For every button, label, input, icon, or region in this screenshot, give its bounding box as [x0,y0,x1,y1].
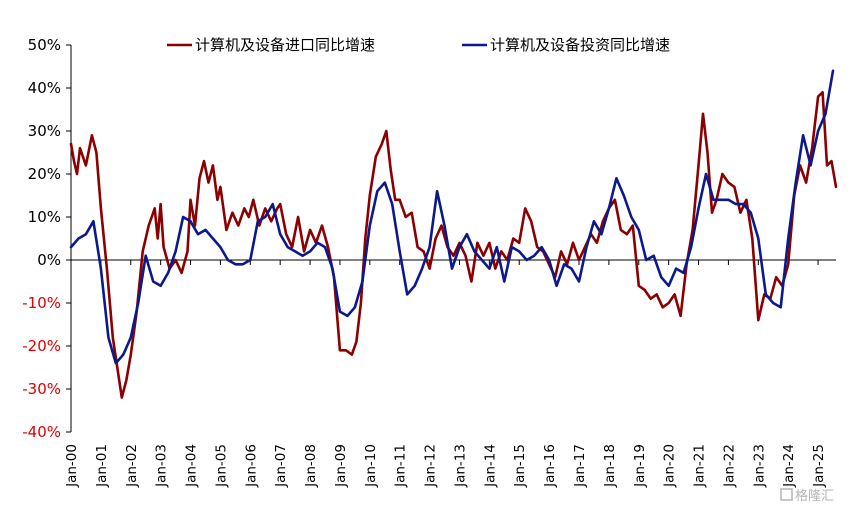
y-tick-label: 10% [28,208,61,226]
x-tick-label: Jan-25 [811,444,827,488]
x-tick-label: Jan-22 [721,444,737,488]
x-tick-label: Jan-04 [184,444,200,488]
y-tick-label: -20% [22,337,61,355]
y-axis: 50% 40% 30% 20% 10% 0% -10% -20% -30% -40% [22,36,72,441]
x-tick-label: Jan-03 [154,444,170,488]
x-tick-label: Jan-07 [273,444,289,488]
x-tick-label: Jan-11 [393,444,409,488]
y-tick-label: 30% [28,122,61,140]
legend-label-2: 计算机及设备投资同比增速 [490,36,670,54]
x-tick-label: Jan-08 [303,444,319,488]
y-tick-label: -30% [22,380,61,398]
x-tick-label: Jan-05 [213,444,229,488]
y-tick-label: 50% [28,36,61,54]
watermark-logo-icon [780,488,793,501]
x-tick-label: Jan-23 [751,444,767,488]
x-tick-label: Jan-20 [662,444,678,488]
x-tick-label: Jan-12 [423,444,439,488]
y-tick-label: 0% [37,251,61,269]
x-tick-label: Jan-18 [602,444,618,488]
x-tick-label: Jan-13 [452,444,468,488]
x-tick-label: Jan-17 [572,444,588,488]
x-tick-label: Jan-16 [542,444,558,488]
x-tick-label: Jan-01 [94,444,110,488]
x-tick-label: Jan-02 [124,444,140,488]
legend: 计算机及设备进口同比增速 计算机及设备投资同比增速 [167,36,670,54]
legend-label-1: 计算机及设备进口同比增速 [195,36,375,54]
x-tick-label: Jan-10 [363,444,379,488]
x-tick-label: Jan-15 [512,444,528,488]
x-tick-label: Jan-19 [632,444,648,488]
series-line-1 [69,91,838,399]
y-tick-label: -10% [22,294,61,312]
x-tick-label: Jan-06 [243,444,259,488]
x-axis: Jan-00 Jan-01 Jan-02 Jan-03 Jan-04 Jan-05 Jan-… [64,259,836,488]
y-tick-label: -40% [22,423,61,441]
x-tick-label: Jan-09 [333,444,349,488]
y-tick-label: 40% [28,79,61,97]
x-tick-label: Jan-24 [781,444,797,488]
series-line-2 [69,69,835,365]
x-tick-label: Jan-14 [482,444,498,488]
x-tick-label: Jan-21 [692,444,708,488]
series-layer [69,69,838,399]
x-tick-label: Jan-00 [64,444,80,488]
watermark: 格隆汇 [780,488,834,504]
watermark-text: 格隆汇 [795,488,834,504]
y-tick-label: 20% [28,165,61,183]
